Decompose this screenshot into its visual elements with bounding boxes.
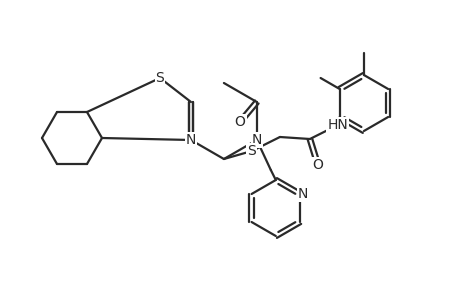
Text: S: S: [155, 71, 164, 85]
Text: N: N: [185, 133, 196, 147]
Text: O: O: [312, 158, 323, 172]
Text: O: O: [234, 115, 245, 129]
Text: N: N: [251, 133, 262, 147]
Text: N: N: [297, 187, 308, 201]
Text: S: S: [247, 144, 256, 158]
Text: HN: HN: [327, 118, 347, 132]
